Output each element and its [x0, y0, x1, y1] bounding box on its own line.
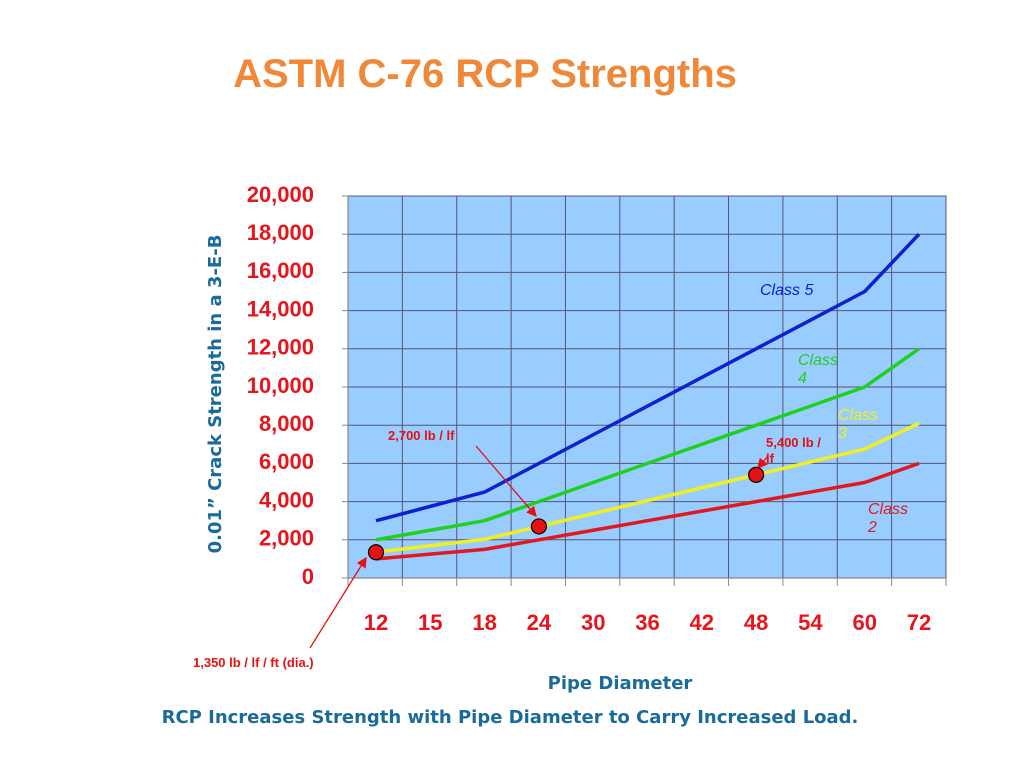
x-tick-label: 12 [364, 610, 388, 635]
y-tick-label: 8,000 [259, 411, 314, 436]
series-line-class-5 [375, 232, 921, 523]
y-tick-label: 18,000 [247, 220, 314, 245]
data-point-marker [530, 518, 548, 535]
series-label: Class 3 [838, 407, 878, 442]
x-tick-label: 54 [798, 610, 823, 635]
x-tick-label: 60 [852, 610, 876, 635]
y-tick-label: 0 [302, 564, 314, 589]
x-tick-label: 18 [472, 610, 496, 635]
y-tick-label: 16,000 [247, 258, 314, 283]
x-tick-label: 72 [907, 610, 931, 635]
y-tick-label: 4,000 [259, 487, 314, 512]
data-point-marker [367, 544, 385, 561]
y-tick-labels: 0 2,000 4,000 6,000 8,000 10,000 12,000 14,000 1… [247, 182, 314, 589]
x-axis-title: Pipe Diameter [548, 673, 693, 694]
annotation-label: 1,350 lb / lf / ft (dia.) [193, 655, 314, 670]
x-tick-label: 30 [581, 610, 605, 635]
y-tick-label: 14,000 [247, 296, 314, 321]
x-tick-label: 24 [527, 610, 552, 635]
x-tick-label: 48 [744, 610, 768, 635]
annotations: 1,350 lb / lf / ft (dia.) 2,700 lb / lf 5,… [193, 428, 821, 670]
x-tick-label: 36 [635, 610, 659, 635]
x-tick-labels: 12 15 18 24 30 36 42 48 54 60 72 [364, 610, 931, 635]
y-tick-label: 12,000 [247, 335, 314, 360]
page-title: ASTM C-76 RCP Strengths [233, 52, 737, 96]
series-label: Class 5 [760, 282, 813, 299]
annotation-label: 2,700 lb / lf [388, 428, 455, 443]
annotation-arrow [475, 445, 537, 517]
data-point-marker [747, 466, 765, 483]
series-lines [375, 232, 921, 561]
y-tick-label: 2,000 [259, 526, 314, 551]
series-label: Class 2 [867, 501, 908, 536]
x-tick-label: 42 [690, 610, 714, 635]
series-line-class-2 [375, 461, 920, 561]
chart-caption: RCP Increases Strength with Pipe Diamete… [161, 707, 859, 728]
series-line-class-4 [375, 347, 921, 542]
x-tick-label: 15 [418, 610, 442, 635]
y-tick-label: 10,000 [247, 373, 314, 398]
y-axis-title: 0.01” Crack Strength in a 3-E-B [205, 235, 226, 554]
annotation-arrow [309, 556, 367, 649]
series-line-class-3 [375, 421, 920, 554]
y-tick-label: 6,000 [259, 449, 314, 474]
annotation-arrow [757, 455, 769, 469]
series-label: Class 4 [798, 352, 838, 387]
annotation-label: 5,400 lb / lf [766, 435, 821, 466]
axes [342, 195, 947, 586]
y-tick-label: 20,000 [247, 182, 314, 207]
